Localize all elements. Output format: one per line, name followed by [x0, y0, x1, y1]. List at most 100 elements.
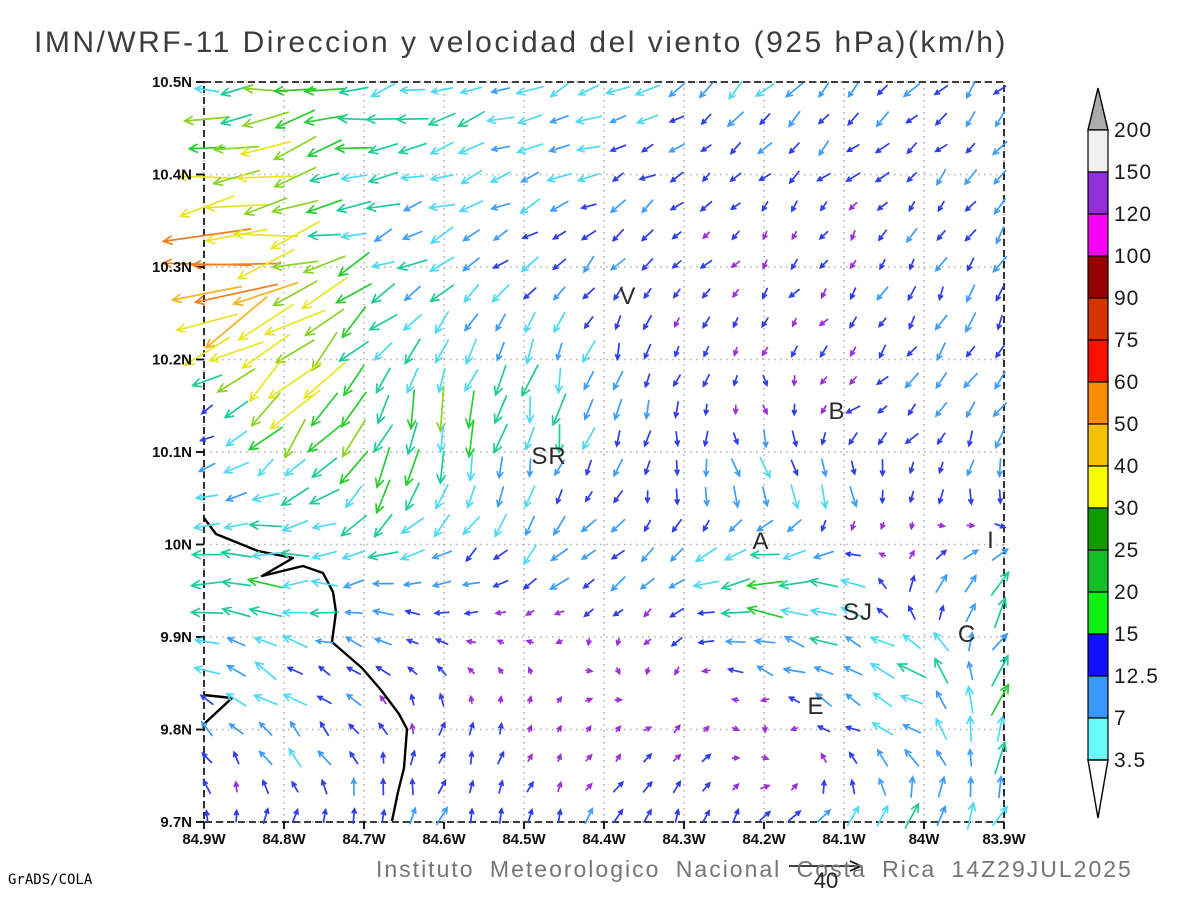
wind-vector [645, 667, 651, 676]
wind-vector [336, 113, 370, 124]
wind-vector [668, 115, 685, 123]
wind-vector [555, 489, 563, 505]
wind-vector [200, 404, 213, 415]
wind-vector [908, 461, 915, 475]
wind-vector [967, 747, 974, 767]
wind-vector [406, 367, 419, 395]
wind-vector [583, 370, 595, 391]
wind-vector [402, 200, 422, 212]
wind-vector [527, 753, 533, 762]
wind-vector [281, 635, 308, 649]
wind-vector [291, 808, 299, 824]
wind-vector [223, 522, 249, 531]
wind-vector [791, 374, 798, 387]
wind-vector [579, 203, 597, 210]
wind-vector [609, 144, 627, 153]
wind-vector [459, 86, 483, 95]
wind-vector [936, 168, 947, 187]
wind-vector [907, 286, 917, 302]
wind-vector [549, 200, 569, 212]
y-tick-label: 10.1N [152, 444, 192, 461]
wind-vector [207, 341, 264, 363]
wind-vector [669, 171, 684, 183]
wind-vector [876, 804, 889, 827]
wind-vector [193, 85, 220, 94]
x-tick-label: 84.2W [742, 831, 786, 848]
wind-vector [609, 258, 626, 271]
wind-vector [553, 610, 565, 616]
wind-vector [965, 312, 977, 334]
wind-vector [667, 578, 685, 589]
wind-vector [220, 606, 251, 618]
wind-vector [465, 390, 475, 430]
wind-vector [495, 313, 506, 332]
wind-vector [935, 717, 948, 740]
wind-vector [247, 426, 284, 451]
wind-vector [840, 606, 866, 619]
wind-vector [547, 144, 570, 153]
wind-vector [458, 200, 484, 213]
colorbar-bottom-arrow [1087, 759, 1109, 819]
colorbar-label: 200 [1114, 119, 1152, 142]
wind-vector [468, 779, 475, 794]
wind-vector [644, 490, 651, 505]
wind-vector [371, 608, 394, 616]
wind-vector [399, 173, 425, 182]
wind-vector [963, 169, 978, 186]
wind-vector [761, 201, 769, 213]
wind-vector [937, 200, 945, 213]
wind-vector [908, 574, 916, 592]
wind-vector [935, 549, 948, 560]
wind-vector [673, 724, 681, 734]
wind-vector [468, 694, 475, 704]
wind-vector [397, 142, 427, 155]
wind-vector [183, 337, 230, 366]
wind-vector [429, 284, 455, 303]
colorbar-label: 20 [1114, 581, 1139, 604]
wind-vector [373, 513, 393, 539]
x-tick-label: 84W [909, 831, 941, 848]
wind-vector [342, 364, 365, 397]
wind-vector [219, 113, 253, 126]
wind-vector [726, 111, 744, 128]
wind-vector [301, 277, 348, 310]
wind-vector [461, 581, 481, 588]
wind-vector [908, 315, 916, 330]
wind-vector [248, 359, 283, 403]
colorbar-label: 50 [1114, 413, 1139, 436]
y-tick-label: 9.9N [160, 629, 192, 646]
station-label-A: A [752, 528, 769, 555]
wind-vector [701, 288, 711, 299]
wind-vector [877, 317, 887, 328]
wind-vector [642, 314, 653, 331]
wind-vector [201, 752, 213, 764]
wind-vector [697, 639, 715, 645]
wind-vector [614, 697, 624, 703]
wind-vector [431, 580, 452, 588]
wind-vector [489, 171, 511, 184]
wind-vector [262, 807, 270, 824]
wind-vector [641, 258, 654, 272]
wind-vector [314, 638, 334, 645]
wind-vector [200, 720, 213, 737]
wind-vector [436, 806, 448, 826]
wind-vector [436, 386, 446, 434]
wind-vector [613, 398, 623, 422]
wind-vector [992, 85, 1007, 95]
wind-vector [584, 491, 593, 503]
wind-vector [228, 722, 244, 735]
wind-vector [269, 389, 321, 430]
wind-vector [576, 172, 600, 183]
x-tick-label: 84.8W [262, 831, 306, 848]
wind-vector [351, 807, 357, 824]
wind-vector [406, 389, 417, 431]
wind-vector [498, 779, 505, 794]
wind-vector [908, 775, 916, 798]
wind-vector [468, 807, 475, 824]
colorbar-segment [1087, 339, 1109, 383]
wind-vector [762, 725, 768, 734]
wind-vector [850, 520, 856, 532]
wind-vector [816, 725, 831, 733]
wind-vector [694, 547, 718, 563]
colorbar-top-arrow [1087, 87, 1109, 131]
